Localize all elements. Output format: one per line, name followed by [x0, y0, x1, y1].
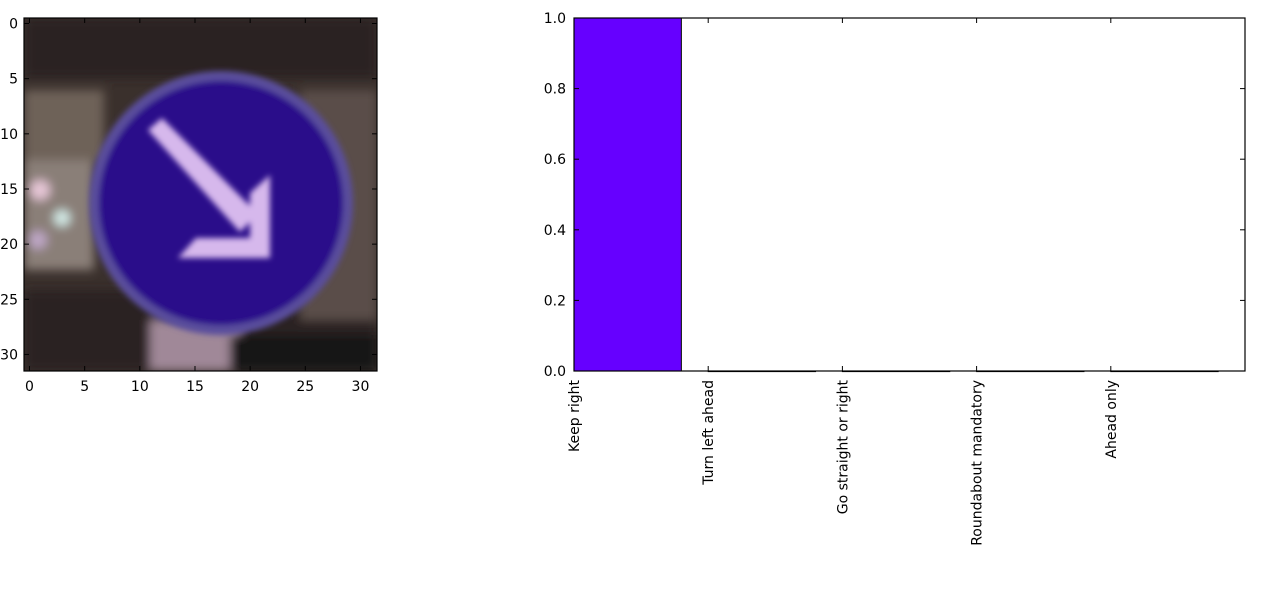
bar-y-tick-label: 0.6	[544, 152, 566, 168]
image-x-tick-label: 0	[25, 379, 34, 395]
image-x-tick-label: 30	[352, 379, 370, 395]
image-x-tick-label: 5	[80, 379, 89, 395]
bar-0	[573, 17, 682, 372]
bar-y-tick-label: 0.0	[544, 364, 566, 380]
bar-category-label: Ahead only	[1104, 380, 1120, 459]
bar-category-label: Go straight or right	[835, 380, 851, 515]
image-axes: 0 5 10 15 20 25 30 0 5 10 15 20 25 30	[0, 17, 377, 395]
bars	[573, 17, 1219, 373]
image-y-tick-label: 30	[0, 347, 18, 363]
bar-y-tick-label: 0.4	[544, 223, 566, 239]
bar-category-label: Keep right	[567, 380, 583, 452]
bar-y-tick-label: 1.0	[544, 11, 566, 27]
image-x-tick-label: 20	[241, 379, 259, 395]
image-y-tick-label: 5	[9, 72, 18, 88]
image-panel: 0 5 10 15 20 25 30 0 5 10 15 20 25 30	[0, 17, 378, 395]
bar-y-tick-label: 0.8	[544, 82, 566, 98]
image-y-tick-label: 20	[0, 237, 18, 253]
image-y-tick-label: 25	[0, 292, 18, 308]
traffic-sign-image	[24, 18, 377, 371]
image-x-tick-label: 25	[296, 379, 314, 395]
image-y-tick-label: 15	[0, 182, 18, 198]
bar-category-label: Roundabout mandatory	[970, 380, 986, 546]
bar-y-tick-label: 0.2	[544, 293, 566, 309]
bar-axes: Keep right Turn left ahead Go straight or …	[544, 11, 1245, 546]
image-x-tick-label: 10	[131, 379, 149, 395]
bar-chart-panel: Keep right Turn left ahead Go straight or …	[544, 11, 1246, 546]
image-y-tick-label: 0	[9, 17, 18, 33]
image-x-tick-label: 15	[186, 379, 204, 395]
image-y-tick-label: 10	[0, 127, 18, 143]
bar-category-label: Turn left ahead	[701, 380, 717, 486]
